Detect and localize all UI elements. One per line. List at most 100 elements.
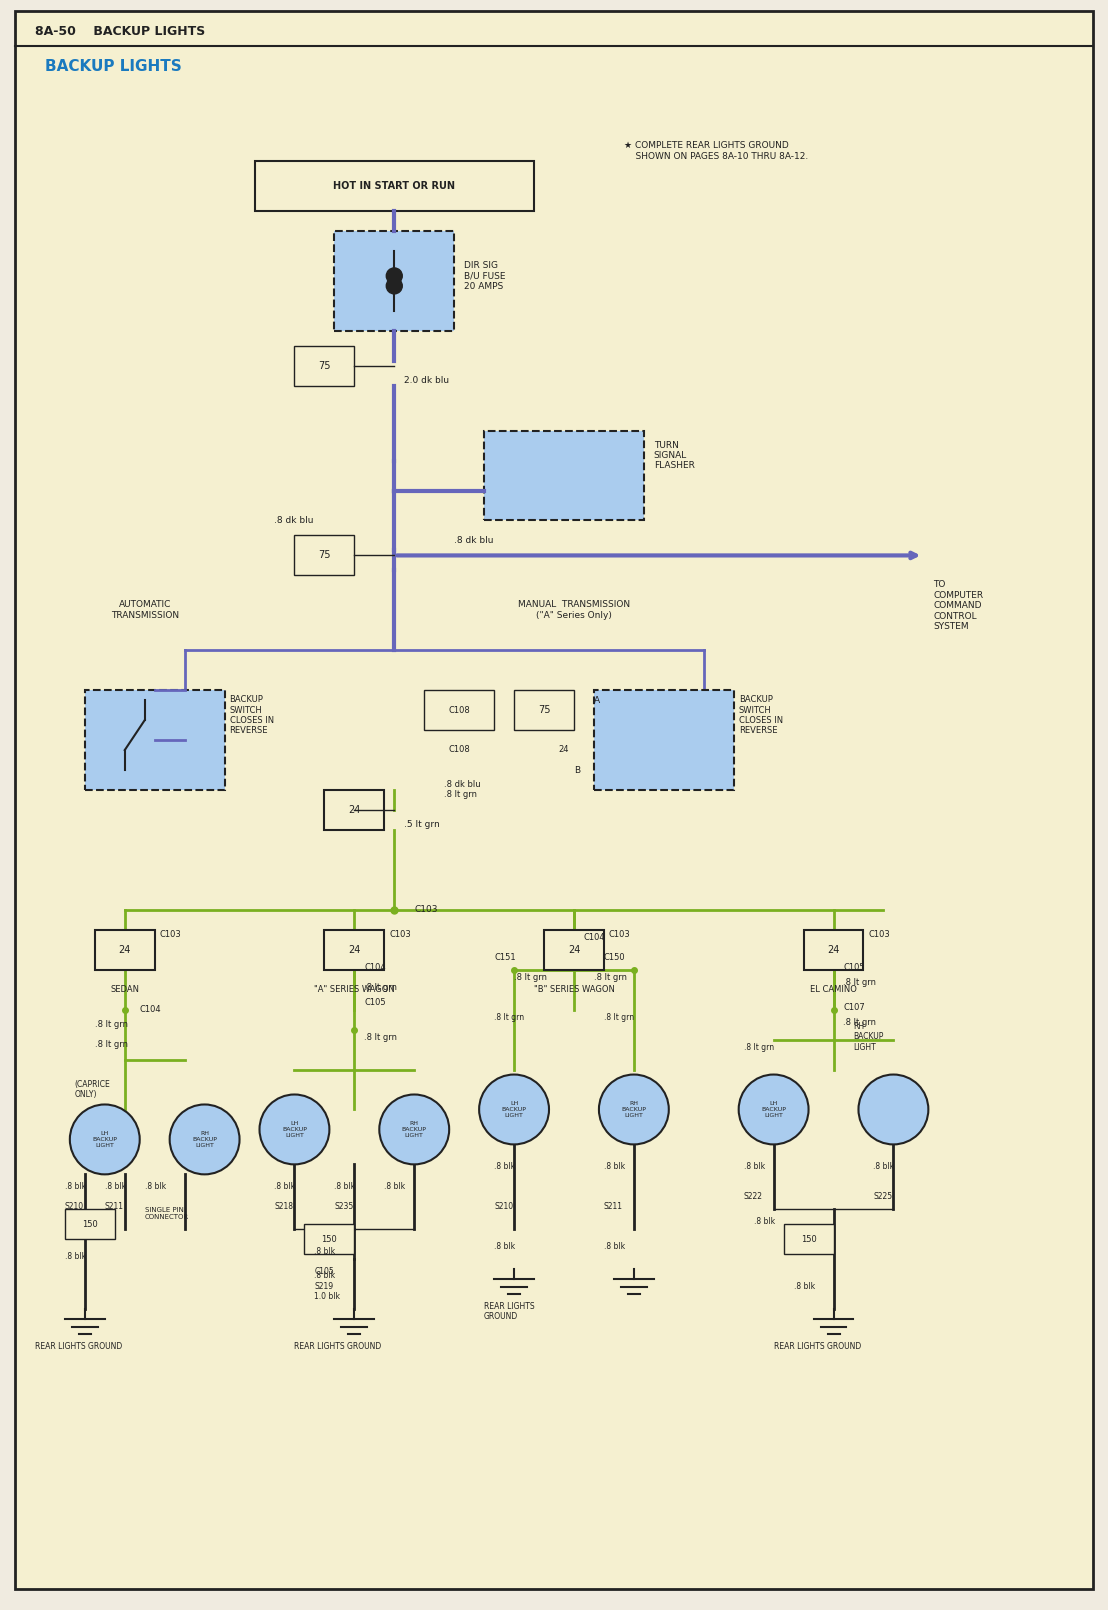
Text: .8 lt grn: .8 lt grn: [743, 1043, 773, 1051]
Circle shape: [170, 1104, 239, 1174]
Text: BACKUP
SWITCH
CLOSES IN
REVERSE: BACKUP SWITCH CLOSES IN REVERSE: [229, 696, 274, 736]
Text: TO
COMPUTER
COMMAND
CONTROL
SYSTEM: TO COMPUTER COMMAND CONTROL SYSTEM: [933, 580, 984, 631]
Text: S222: S222: [743, 1193, 762, 1201]
Text: .8 lt grn: .8 lt grn: [514, 972, 547, 982]
Text: .8 blk: .8 blk: [384, 1182, 406, 1191]
Text: C105: C105: [315, 1267, 335, 1277]
Bar: [424, 691, 494, 729]
Bar: [783, 1224, 833, 1254]
Text: C104: C104: [140, 1005, 162, 1014]
Text: .8 blk
S219
1.0 blk: .8 blk S219 1.0 blk: [315, 1272, 340, 1301]
Text: C103: C103: [609, 931, 630, 939]
Bar: [325, 791, 384, 831]
Text: BACKUP
SWITCH
CLOSES IN
REVERSE: BACKUP SWITCH CLOSES IN REVERSE: [739, 696, 783, 736]
Text: .8 blk: .8 blk: [105, 1182, 126, 1191]
Text: .8 lt grn: .8 lt grn: [604, 1013, 634, 1022]
Text: REAR LIGHTS
GROUND: REAR LIGHTS GROUND: [484, 1302, 535, 1322]
Text: S211: S211: [604, 1203, 623, 1211]
Text: .8 lt grn: .8 lt grn: [843, 977, 876, 987]
Text: C108: C108: [449, 705, 470, 715]
Bar: [514, 691, 574, 729]
Text: S210: S210: [494, 1203, 513, 1211]
Text: .8 blk: .8 blk: [753, 1217, 774, 1227]
Text: .8 blk: .8 blk: [335, 1182, 356, 1191]
Circle shape: [379, 1095, 449, 1164]
Circle shape: [70, 1104, 140, 1174]
Text: HOT IN START OR RUN: HOT IN START OR RUN: [334, 180, 455, 192]
Text: C103: C103: [869, 931, 890, 939]
Text: LH
BACKUP
LIGHT: LH BACKUP LIGHT: [283, 1121, 307, 1138]
Text: REAR LIGHTS GROUND: REAR LIGHTS GROUND: [773, 1343, 861, 1351]
Text: RH
BACKUP
LIGHT: RH BACKUP LIGHT: [622, 1101, 646, 1117]
Bar: [85, 691, 225, 791]
Text: .8 blk: .8 blk: [604, 1243, 625, 1251]
Text: "A" SERIES WAGON: "A" SERIES WAGON: [314, 985, 394, 993]
Circle shape: [479, 1074, 548, 1145]
Text: C103: C103: [414, 905, 438, 914]
Text: .8 dk blu: .8 dk blu: [454, 536, 494, 546]
Text: 24: 24: [348, 945, 360, 955]
Text: RH
BACKUP
LIGHT: RH BACKUP LIGHT: [192, 1132, 217, 1148]
Text: MANUAL  TRANSMISSION
("A" Series Only): MANUAL TRANSMISSION ("A" Series Only): [517, 601, 630, 620]
Text: .8 lt grn: .8 lt grn: [494, 1013, 524, 1022]
Text: C103: C103: [389, 931, 411, 939]
Text: .8 blk: .8 blk: [65, 1253, 86, 1261]
Text: RH
BACKUP
LIGHT: RH BACKUP LIGHT: [853, 1022, 884, 1051]
Text: 150: 150: [801, 1235, 817, 1245]
Text: RH
BACKUP
LIGHT: RH BACKUP LIGHT: [402, 1121, 427, 1138]
Text: LH
BACKUP
LIGHT: LH BACKUP LIGHT: [502, 1101, 526, 1117]
Bar: [335, 230, 454, 330]
Text: S210: S210: [65, 1203, 84, 1211]
Text: BACKUP LIGHTS: BACKUP LIGHTS: [45, 60, 182, 74]
Text: AUTOMATIC
TRANSMISSION: AUTOMATIC TRANSMISSION: [111, 601, 178, 620]
Text: REAR LIGHTS GROUND: REAR LIGHTS GROUND: [34, 1343, 122, 1351]
Bar: [803, 931, 863, 969]
Text: C108: C108: [449, 745, 470, 753]
Text: S225: S225: [873, 1193, 893, 1201]
Text: B: B: [574, 766, 581, 774]
Text: 24: 24: [558, 745, 570, 753]
Bar: [544, 931, 604, 969]
Text: 8A-50    BACKUP LIGHTS: 8A-50 BACKUP LIGHTS: [34, 24, 205, 39]
Text: 150: 150: [321, 1235, 337, 1245]
Text: ★ COMPLETE REAR LIGHTS GROUND
    SHOWN ON PAGES 8A-10 THRU 8A-12.: ★ COMPLETE REAR LIGHTS GROUND SHOWN ON P…: [624, 142, 808, 161]
Text: S218: S218: [275, 1203, 294, 1211]
Bar: [295, 536, 355, 575]
Text: 75: 75: [318, 551, 330, 560]
Bar: [65, 1209, 115, 1240]
Text: A: A: [594, 696, 601, 705]
Text: LH
BACKUP
LIGHT: LH BACKUP LIGHT: [761, 1101, 786, 1117]
Text: TURN
SIGNAL
FLASHER: TURN SIGNAL FLASHER: [654, 441, 695, 470]
Bar: [484, 430, 644, 520]
Text: .8 blk: .8 blk: [873, 1162, 894, 1172]
Text: .8 lt grn: .8 lt grn: [365, 982, 398, 992]
Circle shape: [739, 1074, 809, 1145]
Text: 24: 24: [348, 805, 360, 815]
Text: 75: 75: [537, 705, 551, 715]
Text: C103: C103: [160, 931, 182, 939]
Text: C150: C150: [604, 953, 626, 961]
Text: .8 blk: .8 blk: [315, 1248, 336, 1256]
Bar: [594, 691, 733, 791]
Text: SEDAN: SEDAN: [110, 985, 140, 993]
Text: EL CAMINO: EL CAMINO: [810, 985, 856, 993]
Text: 150: 150: [82, 1220, 98, 1228]
Text: S211: S211: [105, 1203, 124, 1211]
Circle shape: [259, 1095, 329, 1164]
Text: C104: C104: [584, 932, 606, 942]
Circle shape: [859, 1074, 929, 1145]
Text: SINGLE PIN
CONNECTOR: SINGLE PIN CONNECTOR: [145, 1208, 188, 1220]
Text: .8 dk blu: .8 dk blu: [275, 515, 314, 525]
Bar: [305, 1224, 355, 1254]
Text: LH
BACKUP
LIGHT: LH BACKUP LIGHT: [92, 1132, 117, 1148]
Text: .8 blk: .8 blk: [145, 1182, 166, 1191]
Text: .8 lt grn: .8 lt grn: [594, 972, 627, 982]
Text: .8 blk: .8 blk: [494, 1162, 515, 1172]
Text: C107: C107: [843, 1003, 865, 1011]
Text: .8 lt grn: .8 lt grn: [365, 1032, 398, 1042]
Text: .8 blk: .8 blk: [494, 1243, 515, 1251]
Bar: [325, 931, 384, 969]
Text: (CAPRICE
ONLY): (CAPRICE ONLY): [75, 1080, 111, 1100]
Text: C105: C105: [843, 963, 865, 972]
Text: .8 lt grn: .8 lt grn: [95, 1021, 127, 1029]
